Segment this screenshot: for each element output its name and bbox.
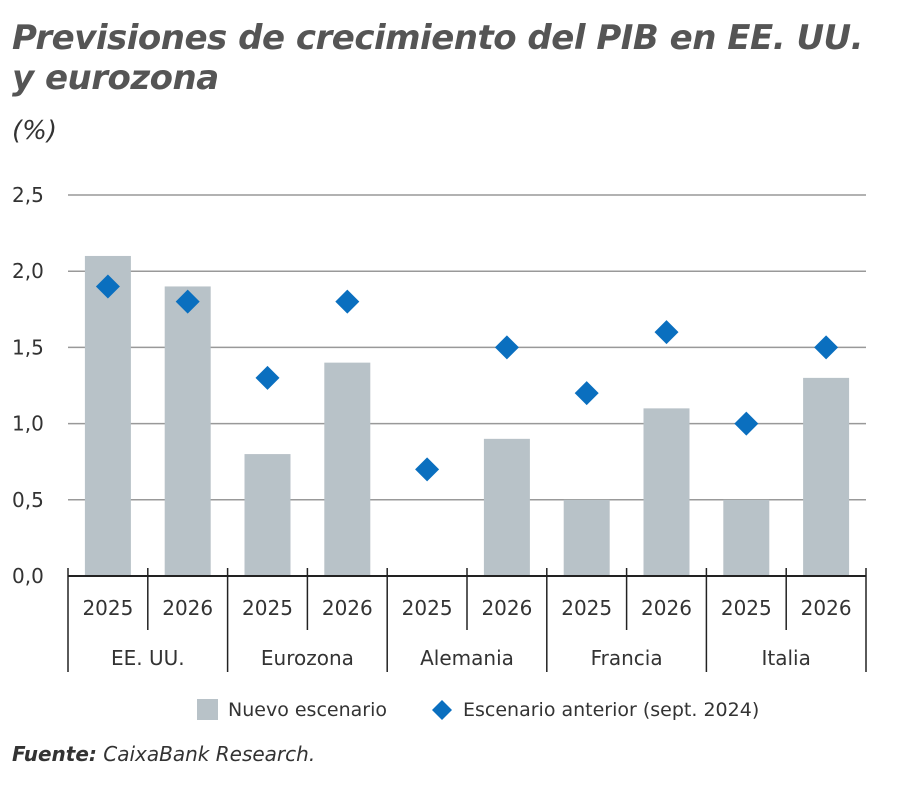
- group-label: Italia: [762, 646, 811, 670]
- chart-title: Previsiones de crecimiento del PIB en EE…: [12, 18, 864, 98]
- source-text: CaixaBank Research.: [103, 742, 316, 766]
- diamond-marker: [494, 335, 519, 360]
- bar: [803, 377, 850, 576]
- source-note: Fuente: CaixaBank Research.: [12, 742, 315, 766]
- legend-swatch-diamond: [432, 700, 452, 720]
- y-tick-label: 2,0: [12, 259, 44, 283]
- title-line-2: y eurozona: [12, 58, 219, 98]
- y-tick-label: 1,5: [12, 335, 44, 359]
- diamond-marker: [574, 381, 599, 406]
- source-label: Fuente:: [12, 742, 97, 766]
- unit-label: (%): [12, 116, 57, 146]
- diamond-marker: [814, 335, 839, 360]
- diamond-marker: [175, 289, 200, 314]
- bar: [84, 255, 131, 576]
- y-tick-label: 0,0: [12, 564, 44, 588]
- group-label: Eurozona: [261, 646, 354, 670]
- diamond-marker: [734, 411, 759, 436]
- diamond-marker: [415, 457, 440, 482]
- legend-label: Nuevo escenario: [228, 699, 387, 721]
- x-tick-label: 2025: [721, 596, 772, 620]
- bar: [643, 408, 690, 576]
- bar: [244, 454, 291, 576]
- y-tick-label: 2,5: [12, 183, 44, 207]
- x-tick-label: 2025: [561, 596, 612, 620]
- x-tick-label: 2026: [481, 596, 532, 620]
- x-tick-label: 2026: [641, 596, 692, 620]
- bar: [164, 286, 211, 576]
- diamond-marker: [335, 289, 360, 314]
- y-tick-label: 0,5: [12, 488, 44, 512]
- x-tick-label: 2026: [162, 596, 213, 620]
- title-line-1: Previsiones de crecimiento del PIB en EE…: [12, 18, 864, 58]
- legend-swatch-bar: [197, 699, 218, 720]
- bar: [483, 438, 530, 576]
- bar: [563, 499, 610, 576]
- x-tick-label: 2025: [82, 596, 133, 620]
- diamond-marker: [95, 274, 120, 299]
- group-label: Alemania: [420, 646, 514, 670]
- legend-label: Escenario anterior (sept. 2024): [463, 699, 759, 721]
- y-tick-label: 1,0: [12, 412, 44, 436]
- group-label: Francia: [591, 646, 663, 670]
- x-tick-label: 2026: [801, 596, 852, 620]
- diamond-marker: [255, 365, 280, 390]
- x-tick-label: 2025: [242, 596, 293, 620]
- x-tick-label: 2026: [322, 596, 373, 620]
- group-label: EE. UU.: [111, 646, 185, 670]
- bar: [723, 499, 770, 576]
- x-tick-label: 2025: [402, 596, 453, 620]
- diamond-marker: [654, 320, 679, 345]
- bar: [324, 362, 371, 576]
